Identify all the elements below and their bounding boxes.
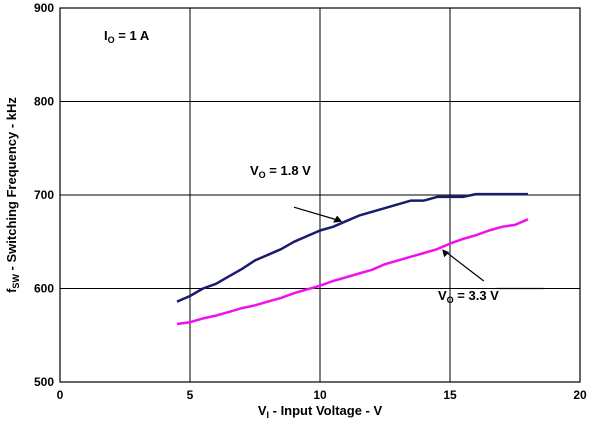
y-tick-label: 600 bbox=[34, 282, 54, 296]
series-label-leader-3.3b bbox=[444, 250, 485, 282]
x-axis-title: VI - Input Voltage - V bbox=[258, 403, 383, 420]
x-tick-label: 0 bbox=[57, 388, 64, 402]
arrowhead-3.3 bbox=[442, 249, 450, 258]
condition-label: IO = 1 A bbox=[104, 28, 150, 45]
y-tick-label: 800 bbox=[34, 95, 54, 109]
x-tick-label: 20 bbox=[573, 388, 587, 402]
series-label-vo-3.3: VO = 3.3 V bbox=[438, 288, 499, 305]
x-tick-label: 15 bbox=[443, 388, 457, 402]
plot-border bbox=[59, 7, 581, 383]
y-tick-label: 500 bbox=[34, 375, 54, 389]
series-label-vo-1.8: VO = 1.8 V bbox=[250, 163, 311, 180]
y-tick-label: 900 bbox=[34, 1, 54, 15]
series-label-leader-1.8 bbox=[293, 206, 339, 221]
x-tick-label: 5 bbox=[187, 388, 194, 402]
y-axis-title: fSW - Switching Frequency - kHz bbox=[4, 97, 21, 293]
y-tick-label: 700 bbox=[34, 188, 54, 202]
x-tick-label: 10 bbox=[313, 388, 327, 402]
series-line-1 bbox=[176, 192, 528, 303]
series-line-2 bbox=[176, 218, 529, 326]
arrowhead-1.8 bbox=[333, 215, 343, 223]
